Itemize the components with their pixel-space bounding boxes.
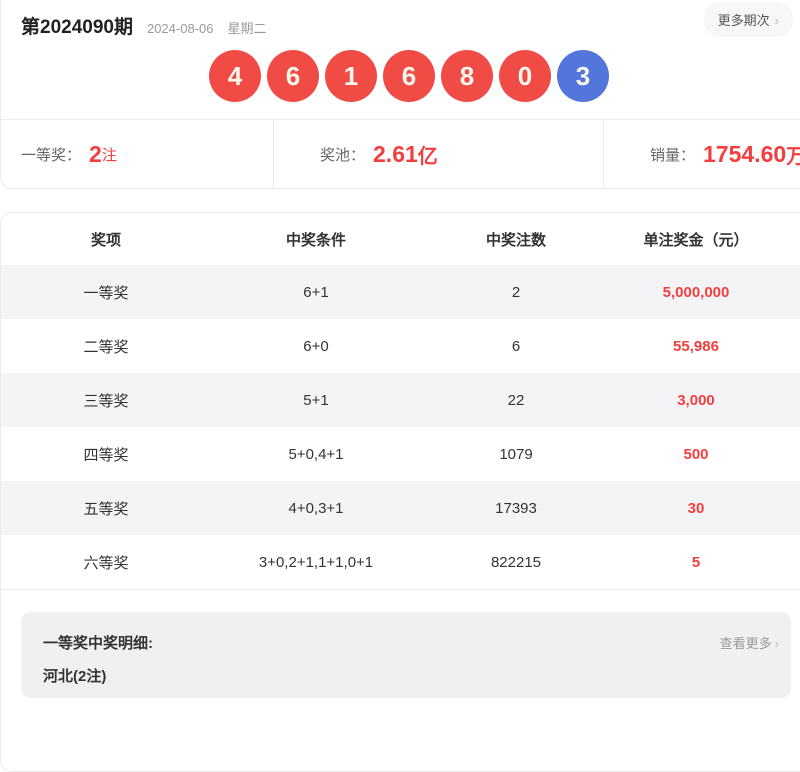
draw-result-card: 第2024090期 2024-08-06 星期二 更多期次 › 4 6 1 6 8… — [0, 0, 800, 189]
table-row: 四等奖 5+0,4+1 1079 500 — [1, 427, 800, 481]
lottery-ball-red-2: 6 — [267, 50, 319, 102]
win-condition: 6+0 — [303, 337, 329, 355]
more-periods-label: 更多期次 — [717, 13, 770, 28]
col-header-count: 中奖注数 — [485, 231, 546, 249]
win-count: 17393 — [495, 499, 537, 517]
table-row: 二等奖 6+0 6 55,986 — [1, 319, 800, 373]
prize-amount: 500 — [683, 445, 709, 463]
lottery-ball-red-1: 4 — [209, 50, 261, 102]
prize-level: 五等奖 — [83, 500, 129, 518]
prize-table-card: 奖项 中奖条件 中奖注数 单注奖金（元） 一等奖 6+1 2 5,000,000… — [0, 212, 800, 772]
sales-label: 销量： — [650, 146, 696, 164]
chevron-right-icon: › — [774, 636, 779, 651]
first-prize-unit: 注 — [101, 146, 117, 164]
lottery-ball-red-3: 1 — [325, 50, 377, 102]
col-header-prize-amount: 单注奖金（元） — [643, 231, 749, 249]
prize-level: 六等奖 — [83, 554, 129, 572]
prize-amount: 5 — [691, 553, 701, 571]
prize-amount: 30 — [687, 499, 705, 517]
prize-level: 一等奖 — [83, 284, 129, 302]
prize-level: 四等奖 — [83, 446, 129, 464]
win-condition: 5+1 — [303, 391, 329, 409]
prize-amount: 5,000,000 — [662, 283, 730, 301]
prize-amount: 3,000 — [677, 391, 715, 409]
col-header-condition: 中奖条件 — [285, 231, 346, 249]
win-condition: 5+0,4+1 — [288, 445, 344, 463]
stat-sales: 销量： 1754.60 万 — [603, 120, 800, 188]
lottery-ball-red-6: 0 — [499, 50, 551, 102]
draw-header: 第2024090期 2024-08-06 星期二 — [1, 0, 800, 39]
first-prize-detail-box: 一等奖中奖明细: 查看更多 › 河北(2注) — [21, 612, 791, 698]
table-row: 六等奖 3+0,2+1,1+1,0+1 822215 5 — [1, 535, 800, 589]
draw-weekday: 星期二 — [227, 21, 267, 36]
lottery-ball-red-4: 6 — [383, 50, 435, 102]
table-row: 一等奖 6+1 2 5,000,000 — [1, 265, 800, 319]
see-more-link[interactable]: 查看更多 › — [720, 633, 779, 652]
pool-value: 2.61 — [373, 140, 418, 167]
table-row: 五等奖 4+0,3+1 17393 30 — [1, 481, 800, 535]
win-condition: 4+0,3+1 — [288, 499, 344, 517]
sales-value: 1754.60 — [703, 140, 787, 167]
prize-level: 二等奖 — [83, 338, 129, 356]
prize-level: 三等奖 — [83, 392, 129, 410]
pool-unit: 亿 — [417, 145, 438, 168]
table-row: 三等奖 5+1 22 3,000 — [1, 373, 800, 427]
stat-first-prize: 一等奖： 2 注 — [1, 120, 273, 188]
pool-label: 奖池： — [320, 146, 366, 164]
lottery-ball-blue: 3 — [557, 50, 609, 102]
win-count: 6 — [511, 337, 521, 355]
win-condition: 6+1 — [303, 283, 329, 301]
stat-prize-pool: 奖池： 2.61 亿 — [273, 120, 603, 188]
winning-numbers: 4 6 1 6 8 0 3 — [1, 50, 800, 102]
prize-amount: 55,986 — [673, 337, 719, 355]
col-header-prize-level: 奖项 — [90, 231, 121, 249]
issue-number: 第2024090期 — [21, 17, 133, 38]
more-periods-button[interactable]: 更多期次 › — [703, 2, 793, 37]
lottery-ball-red-5: 8 — [441, 50, 493, 102]
detail-title: 一等奖中奖明细: — [43, 635, 153, 652]
see-more-label: 查看更多 — [719, 636, 772, 651]
winner-region: 河北(2注) — [43, 668, 107, 685]
win-condition: 3+0,2+1,1+1,0+1 — [258, 553, 374, 571]
stats-strip: 一等奖： 2 注 奖池： 2.61 亿 销量： 1754.60 万 — [1, 119, 800, 188]
first-prize-value: 2 — [89, 140, 102, 167]
first-prize-label: 一等奖： — [21, 146, 82, 164]
chevron-right-icon: › — [774, 13, 779, 28]
prize-table-body: 一等奖 6+1 2 5,000,000 二等奖 6+0 6 55,986 三等奖… — [1, 265, 800, 590]
win-count: 1079 — [499, 445, 533, 463]
win-count: 822215 — [490, 553, 542, 571]
win-count: 2 — [511, 283, 521, 301]
prize-table-header: 奖项 中奖条件 中奖注数 单注奖金（元） — [1, 213, 800, 265]
win-count: 22 — [507, 391, 525, 409]
sales-unit: 万 — [786, 145, 800, 168]
draw-date: 2024-08-06 — [146, 21, 214, 36]
